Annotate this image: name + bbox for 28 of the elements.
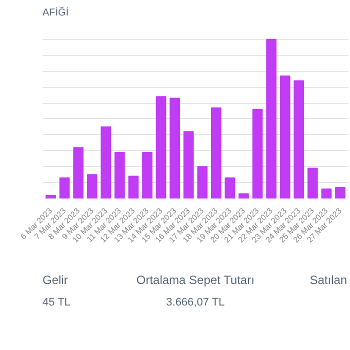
bar — [294, 80, 304, 198]
bar — [238, 193, 249, 198]
bar — [170, 98, 180, 198]
text: 3.666,07 TL — [166, 296, 225, 308]
bar — [252, 108, 263, 198]
bar — [128, 176, 139, 198]
bar — [321, 188, 332, 198]
bar — [100, 126, 112, 198]
text: Satılan — [310, 272, 348, 287]
bar — [156, 96, 166, 198]
bar — [73, 147, 84, 198]
bar — [46, 194, 56, 198]
bar — [114, 152, 125, 198]
bar — [59, 177, 70, 198]
bar — [197, 166, 208, 198]
text: 45 TL — [42, 296, 70, 308]
bar — [335, 186, 346, 198]
text: Ortalama Sepet Tutarı — [136, 272, 254, 287]
bar — [307, 168, 318, 198]
bar — [224, 177, 236, 198]
bar — [280, 76, 290, 198]
bar — [183, 131, 194, 198]
bar — [86, 174, 98, 198]
chart-title: AFİĞİ — [42, 6, 69, 18]
bar — [210, 107, 222, 198]
bar — [266, 38, 276, 198]
bar — [142, 152, 152, 198]
text: Gelir — [42, 272, 68, 287]
